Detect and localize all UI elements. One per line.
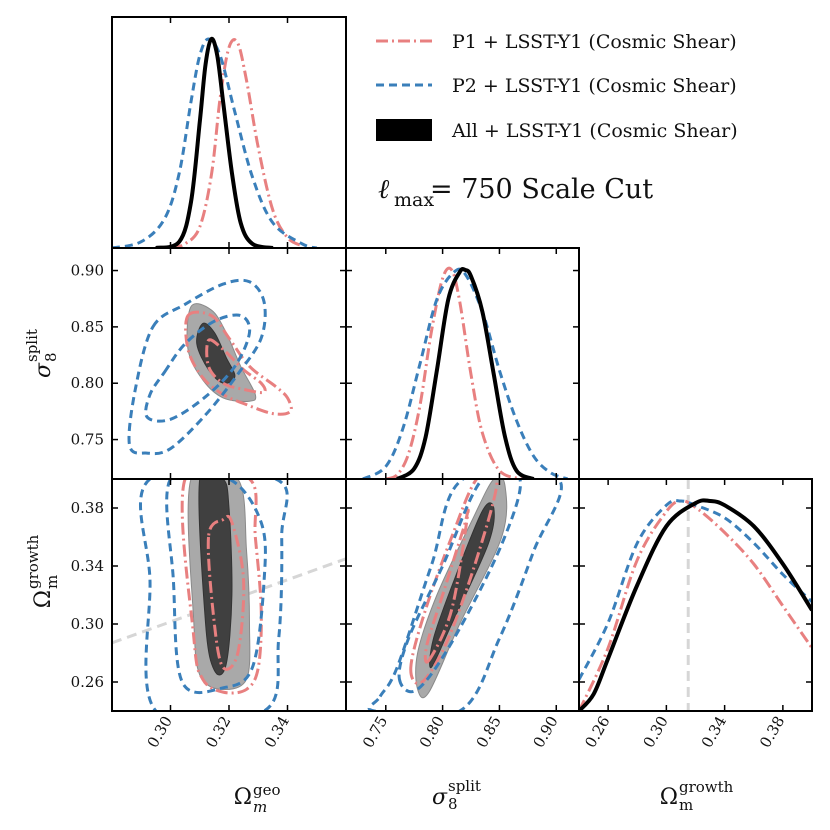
x-tick-label-om_geo: 0.34 (261, 713, 293, 751)
panel-frame-0-0 (111, 16, 347, 249)
y-tick-label-om_growth: 0.34 (71, 557, 104, 575)
x-label-om-growth-sup: growth (679, 778, 734, 796)
y-label-om-growth-sub: m (43, 575, 61, 589)
x-label-s8-sym: σ (432, 785, 448, 810)
x-axis-label-s8-split: σ split 8 (432, 777, 481, 813)
legend-p1-label: P1 + LSST-Y1 (Cosmic Shear) (452, 31, 737, 53)
x-axis-label-om-geo: Ω geo m (234, 781, 281, 816)
y-tick-label-s8_split: 0.90 (71, 262, 104, 280)
x-tick-label-s8_split: 0.80 (416, 713, 448, 751)
y-label-om-growth-sym: Ω (31, 590, 56, 608)
panel-frame-2-2 (578, 478, 813, 712)
contour-dashed-s8_vs_geo-inner (144, 313, 252, 423)
y-tick-label-om_growth: 0.30 (71, 615, 104, 633)
y-tick-label-om_growth: 0.38 (71, 499, 104, 517)
contour-dashdot-growth_vs_s8-inner (423, 508, 470, 664)
marginal-om_geo-dashdot (170, 38, 303, 248)
panel-1-0 (127, 278, 293, 456)
y-tick-label-s8_split: 0.80 (71, 374, 104, 392)
contour-dashdot-s8_vs_geo-inner (205, 338, 267, 395)
reference-diagonal-line (112, 557, 346, 645)
y-axis-label-s8-split: σ split 8 (23, 329, 60, 378)
x-tick-label-om_growth: 0.38 (756, 713, 788, 751)
contour-dashdot-s8_vs_geo-outer (184, 310, 293, 416)
x-label-om-growth-sym: Ω (660, 785, 678, 810)
contour-filled-growth_vs_s8-inner (429, 502, 495, 669)
x-axis-label-om-growth: Ω growth m (660, 778, 734, 814)
contour-dashdot-growth_vs_s8-outer (409, 479, 499, 685)
y-tick-label-s8_split: 0.75 (71, 431, 104, 449)
y-tick-label-s8_split: 0.85 (71, 318, 104, 336)
x-label-om-growth-sub: m (679, 796, 693, 814)
x-tick-label-s8_split: 0.75 (359, 713, 391, 751)
panel-2-0 (112, 479, 346, 711)
annotation-rest: = 750 Scale Cut (430, 174, 653, 205)
contour-dashed-growth_vs_geo-inner (165, 479, 267, 695)
marginal-s8_split-filled (396, 266, 535, 479)
x-tick-label-om_growth: 0.30 (640, 713, 672, 751)
y-axis-label-om-growth: Ω growth m (24, 534, 61, 608)
panel-frame-1-1 (345, 247, 580, 480)
contour-dashed-s8_vs_geo-outer (127, 278, 267, 456)
panel-2-1 (367, 479, 563, 711)
contour-filled-growth_vs_geo-inner (198, 479, 233, 676)
contour-dashed-growth_vs_s8-outer (367, 479, 563, 711)
contour-dashdot-growth_vs_geo-inner (206, 514, 246, 671)
marginal-om_growth-dashdot (579, 499, 812, 711)
marginal-s8_split-dashdot (385, 266, 523, 479)
x-tick-label-om_geo: 0.30 (144, 713, 176, 751)
x-tick-label-s8_split: 0.85 (473, 713, 505, 751)
contour-dashdot-growth_vs_geo-outer (180, 479, 263, 695)
y-label-s8-sym: σ (31, 362, 56, 378)
marginal-om_geo-dashed (112, 37, 318, 248)
marginal-om_growth-dashed (579, 498, 812, 681)
panel-0-0 (112, 36, 318, 248)
y-label-s8-sub: 8 (42, 352, 60, 362)
legend: P1 + LSST-Y1 (Cosmic Shear) P2 + LSST-Y1… (376, 31, 738, 142)
marginal-om_growth-filled (579, 498, 812, 711)
panels-layer (111, 16, 813, 712)
x-tick-label-om_geo: 0.32 (202, 713, 234, 751)
marginal-om_geo-filled (155, 36, 274, 248)
legend-all-label: All + LSST-Y1 (Cosmic Shear) (451, 120, 738, 142)
x-tick-label-om_growth: 0.26 (581, 713, 613, 751)
marginal-s8_split-dashed (362, 267, 569, 479)
x-label-s8-sub: 8 (448, 795, 458, 813)
y-tick-label-om_growth: 0.26 (71, 673, 104, 691)
x-label-om-geo-sub: m (253, 798, 267, 816)
x-label-s8-sup: split (448, 777, 481, 795)
scale-cut-annotation: ℓ max = 750 Scale Cut (378, 174, 653, 211)
annotation-sub: max (394, 189, 434, 211)
y-label-om-growth-sup: growth (24, 534, 42, 589)
x-label-om-geo-sym: Ω (234, 785, 252, 810)
panel-2-2 (579, 479, 812, 711)
annotation-ell: ℓ (378, 174, 390, 205)
x-label-om-geo-sup: geo (253, 781, 281, 799)
x-tick-label-om_growth: 0.34 (698, 713, 730, 751)
x-tick-label-s8_split: 0.90 (529, 713, 561, 751)
legend-p2-label: P2 + LSST-Y1 (Cosmic Shear) (452, 75, 737, 97)
y-label-s8-sup: split (23, 329, 41, 362)
legend-all-swatch (376, 119, 432, 141)
panel-1-1 (362, 266, 569, 479)
